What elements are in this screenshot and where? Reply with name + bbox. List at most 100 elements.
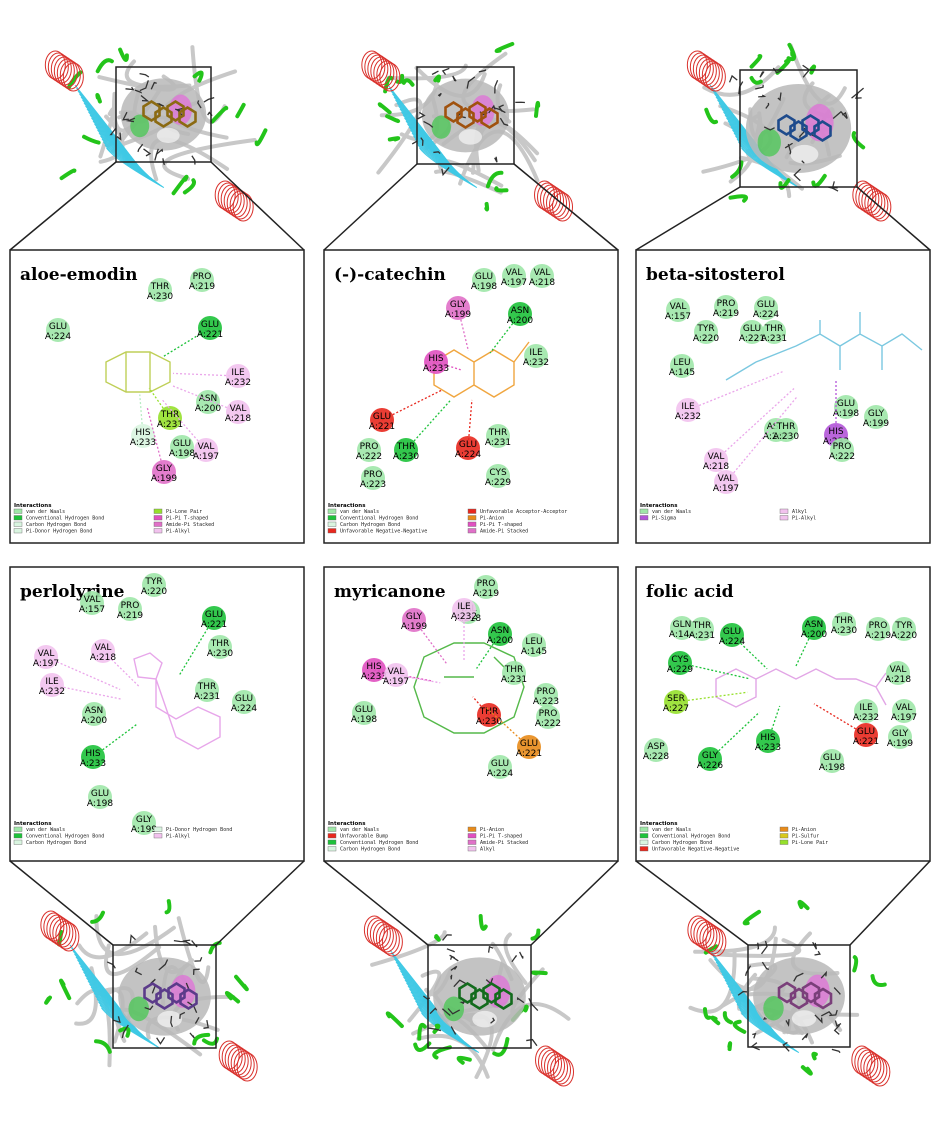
interaction-line bbox=[178, 617, 215, 677]
residue-number: A:233 bbox=[361, 672, 387, 682]
residue-name: HIS bbox=[428, 354, 443, 364]
alpha-helix bbox=[546, 188, 568, 218]
residue-name: THR bbox=[834, 616, 854, 626]
residue-disc bbox=[774, 418, 798, 442]
alpha-helix bbox=[687, 915, 709, 945]
alpha-helix bbox=[220, 184, 242, 214]
residue-disc bbox=[88, 785, 112, 809]
residue-name: GLN bbox=[673, 620, 692, 630]
alpha-helix bbox=[867, 190, 889, 220]
ligand-structure bbox=[105, 351, 171, 393]
residue-name: HIS bbox=[366, 662, 381, 672]
residue-number: A:233 bbox=[80, 759, 106, 769]
residue-stick bbox=[834, 1020, 842, 1027]
interaction-panels: aloe-emodinTHRA:230PROA:219GLUA:224GLUA:… bbox=[9, 249, 931, 862]
residue-name: THR bbox=[396, 442, 416, 452]
residue-name: GLU bbox=[743, 324, 761, 334]
loop-segment bbox=[192, 70, 204, 83]
residue-disc bbox=[142, 573, 166, 597]
panel-frame bbox=[9, 566, 305, 862]
panel-title: (-)-catechin bbox=[334, 265, 446, 285]
surface-patch bbox=[791, 1010, 817, 1027]
residue-stick bbox=[137, 143, 144, 153]
residue-number: A:231 bbox=[485, 438, 511, 448]
residue-disc bbox=[488, 755, 512, 779]
loop-segment bbox=[494, 41, 515, 53]
legend-swatch bbox=[153, 521, 163, 527]
residue-disc bbox=[802, 616, 826, 640]
legend-label: Pi-Lone Pair bbox=[792, 840, 828, 846]
alpha-helix bbox=[49, 916, 71, 946]
residue-disc bbox=[864, 405, 888, 429]
loop-segment bbox=[59, 978, 72, 1001]
alpha-helix bbox=[46, 914, 68, 944]
residue-stick bbox=[466, 76, 476, 89]
residue-name: GLU bbox=[837, 399, 855, 409]
coil-segment bbox=[370, 930, 447, 967]
alpha-helix bbox=[696, 921, 718, 951]
ligand-ring bbox=[813, 987, 833, 1010]
residue-stick bbox=[113, 1016, 121, 1024]
loop-segment bbox=[478, 914, 488, 931]
legend-swatch bbox=[467, 833, 477, 839]
legend-label: Conventional Hydrogen Bond bbox=[26, 516, 104, 522]
alpha-helix bbox=[376, 60, 398, 90]
panel-2: (-)-catechin GLUA:198VALA:197VALA:218GLYA… bbox=[323, 249, 619, 544]
residue-disc bbox=[676, 398, 700, 422]
legend-label: Unfavorable Negative-Negative bbox=[652, 847, 739, 853]
surface-patch bbox=[128, 996, 150, 1022]
residue-name: GLY bbox=[892, 729, 909, 739]
alpha-helix bbox=[363, 915, 385, 945]
residue-stick bbox=[139, 80, 149, 92]
surface-patch bbox=[431, 115, 451, 139]
legend-swatch bbox=[779, 515, 789, 521]
residue-stick bbox=[125, 86, 135, 91]
residue-number: A:232 bbox=[451, 612, 477, 622]
legend-label: van der Waals bbox=[340, 827, 379, 833]
alpha-helix bbox=[552, 192, 574, 222]
residue-name: PRO bbox=[121, 601, 140, 611]
residue-number: A:200 bbox=[763, 432, 789, 442]
residue-number: A:219 bbox=[473, 589, 499, 599]
residue-name: PRO bbox=[360, 442, 379, 452]
docked-ligand bbox=[777, 981, 833, 1010]
residue-number: A:145 bbox=[669, 368, 695, 378]
alpha-helix bbox=[47, 52, 69, 82]
legend-swatch bbox=[467, 528, 477, 534]
residue-disc bbox=[892, 699, 916, 723]
residue-disc bbox=[202, 606, 226, 630]
legend-swatch bbox=[13, 826, 23, 832]
alpha-helix bbox=[857, 1049, 879, 1079]
coil-segment bbox=[94, 914, 176, 956]
alpha-helix bbox=[550, 1055, 572, 1085]
legend-label: Pi-Alkyl bbox=[166, 834, 190, 840]
residue-disc bbox=[452, 598, 476, 622]
legend-label: Unfavorable Acceptor-Acceptor bbox=[480, 509, 567, 515]
legend-swatch bbox=[639, 846, 649, 852]
residue-disc bbox=[352, 701, 376, 725]
loop-segment bbox=[485, 170, 504, 189]
legend-swatch bbox=[467, 521, 477, 527]
residue-number: A:199 bbox=[401, 622, 427, 632]
loop-segment bbox=[742, 909, 762, 926]
alpha-helix bbox=[863, 1053, 885, 1083]
residue-number: A:197 bbox=[891, 713, 917, 723]
alpha-helix bbox=[695, 56, 717, 86]
residue-stick bbox=[777, 92, 782, 102]
residue-number: A:200 bbox=[81, 716, 107, 726]
loop-segment bbox=[728, 194, 749, 203]
residue-disc bbox=[892, 617, 916, 641]
residue-number: A:233 bbox=[130, 438, 156, 448]
residue-stick bbox=[830, 186, 839, 192]
residue-name: LEU bbox=[673, 358, 690, 368]
surface-patch bbox=[157, 1010, 183, 1028]
residue-disc bbox=[357, 438, 381, 462]
